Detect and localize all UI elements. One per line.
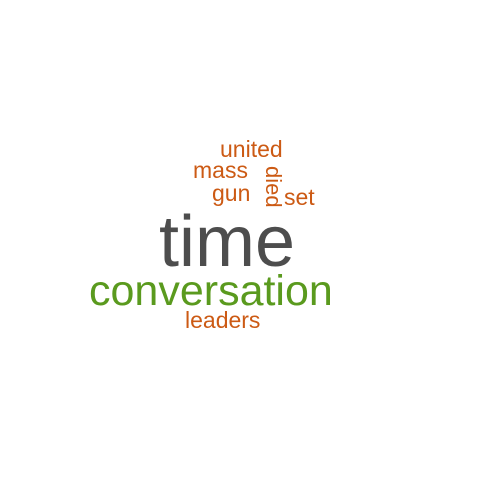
- word-united: united: [220, 136, 283, 162]
- word-leaders: leaders: [185, 307, 261, 333]
- word-conversation: conversation: [89, 267, 333, 315]
- word-gun: gun: [212, 180, 251, 206]
- word-time: time: [159, 202, 296, 282]
- word-died: died: [261, 166, 286, 208]
- word-set: set: [284, 184, 315, 210]
- word-mass: mass: [193, 157, 248, 183]
